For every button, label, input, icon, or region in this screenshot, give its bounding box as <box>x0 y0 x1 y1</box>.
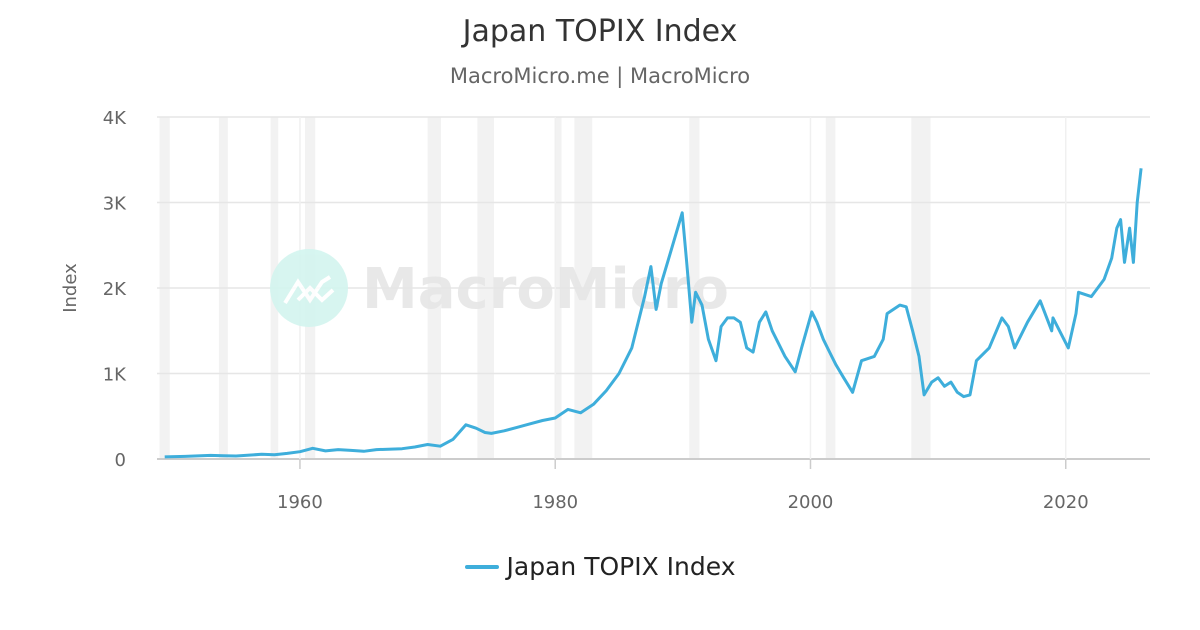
x-tick-label: 1980 <box>532 492 578 513</box>
chart-subtitle: MacroMicro.me | MacroMicro <box>449 64 751 88</box>
x-tick-label: 2000 <box>788 492 834 513</box>
x-tick-label: 2020 <box>1043 492 1089 513</box>
y-tick-label: 4K <box>103 108 127 129</box>
series-line-japan-topix <box>164 168 1143 459</box>
legend-swatch <box>464 564 499 569</box>
y-tick-label: 1K <box>103 365 127 386</box>
legend-label: Japan TOPIX Index <box>506 552 736 581</box>
y-tick-label: 3K <box>103 194 127 215</box>
watermark-chart-icon <box>283 275 332 305</box>
watermark-logo: MacroMicro <box>270 249 729 327</box>
y-axis-label: Index <box>60 263 81 313</box>
chart-title: Japan TOPIX Index <box>462 14 738 49</box>
y-tick-label: 0 <box>115 450 126 471</box>
y-tick-label: 2K <box>103 279 127 300</box>
legend[interactable]: Japan TOPIX Index <box>0 552 1200 581</box>
x-tick-label: 1960 <box>277 492 323 513</box>
watermark-text: MacroMicro <box>362 257 729 322</box>
